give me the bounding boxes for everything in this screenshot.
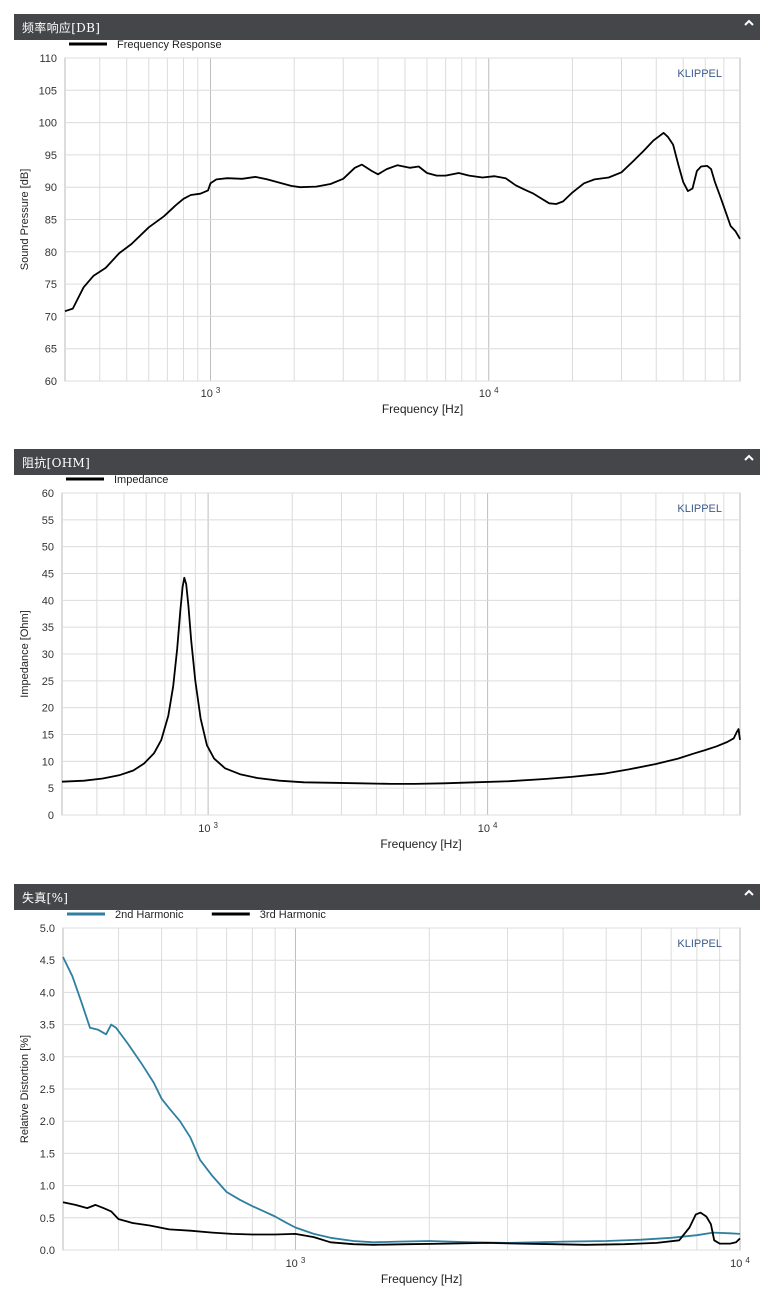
chevron-up-icon[interactable] bbox=[740, 884, 758, 902]
chevron-up-icon[interactable] bbox=[740, 449, 758, 467]
panel-header: 失真[%] bbox=[14, 884, 760, 910]
distortion-panel: 失真[%] bbox=[14, 884, 760, 1266]
frequency-response-panel: 频率响应[DB] bbox=[14, 14, 760, 396]
panel-header: 频率响应[DB] bbox=[14, 14, 760, 40]
panel-title: 阻抗[OHM] bbox=[22, 456, 91, 470]
x-axis-label: Frequency [Hz] bbox=[382, 402, 463, 416]
x-axis-label: Frequency [Hz] bbox=[380, 837, 461, 851]
chevron-up-icon[interactable] bbox=[740, 14, 758, 32]
panel-title: 失真[%] bbox=[22, 891, 69, 905]
panel-header: 阻抗[OHM] bbox=[14, 449, 760, 475]
panel-title: 频率响应[DB] bbox=[22, 21, 101, 35]
impedance-panel: 阻抗[OHM] bbox=[14, 449, 760, 831]
x-axis-label: Frequency [Hz] bbox=[381, 1272, 462, 1286]
